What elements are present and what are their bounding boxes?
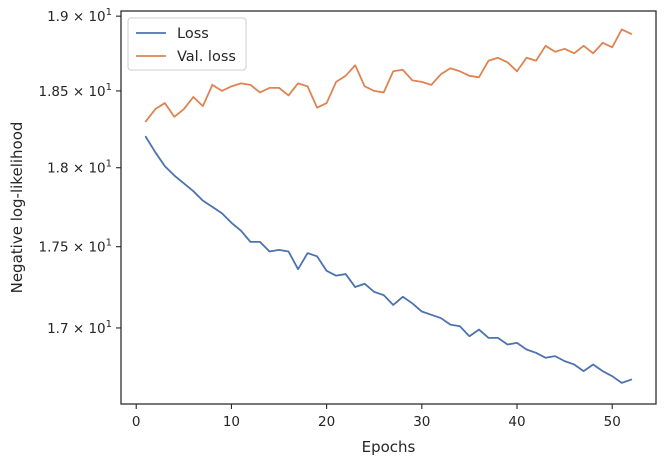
y-tick-mantissa: 1.75 [38, 240, 68, 256]
x-tick-label: 40 [508, 414, 525, 430]
x-tick-label: 0 [132, 414, 141, 430]
y-tick-mantissa: 1.85 [38, 84, 68, 100]
legend-label-val-loss: Val. loss [177, 49, 236, 65]
x-axis-label: Epochs [362, 438, 416, 456]
y-tick-label: 1.85 × 101 [38, 82, 112, 100]
x-tick-label: 20 [318, 414, 335, 430]
x-tick-label: 30 [413, 414, 430, 430]
plot-frame [120, 10, 657, 405]
y-tick-exponent: 1 [106, 82, 112, 93]
y-tick-times: × 10 [69, 161, 106, 177]
y-tick-label: 1.9 × 101 [47, 7, 112, 25]
y-tick-mantissa: 1.9 [47, 9, 68, 25]
x-tick-label: 50 [604, 414, 621, 430]
y-tick-label: 1.8 × 101 [47, 159, 112, 177]
y-tick-times: × 10 [69, 321, 106, 337]
y-tick-times: × 10 [69, 240, 106, 256]
legend-label-loss: Loss [177, 26, 209, 42]
y-tick-exponent: 1 [106, 7, 112, 18]
y-tick-mantissa: 1.8 [47, 161, 68, 177]
y-tick-exponent: 1 [106, 319, 112, 330]
y-axis-label: Negative log-likelihood [8, 122, 26, 294]
y-tick-label: 1.7 × 101 [47, 319, 112, 337]
y-tick-exponent: 1 [106, 159, 112, 170]
y-tick-times: × 10 [69, 84, 106, 100]
legend-box [127, 17, 247, 71]
y-tick-times: × 10 [69, 9, 106, 25]
x-tick-label: 10 [223, 414, 240, 430]
series-line-loss [144, 135, 633, 384]
x-axis: 0 10 20 30 40 50 [132, 404, 621, 430]
series-layer [144, 28, 633, 384]
y-tick-mantissa: 1.7 [47, 321, 68, 337]
y-tick-exponent: 1 [106, 238, 112, 249]
legend: Loss Val. loss [127, 17, 247, 71]
series-line-val-loss [144, 28, 633, 123]
y-tick-label: 1.75 × 101 [38, 238, 112, 256]
